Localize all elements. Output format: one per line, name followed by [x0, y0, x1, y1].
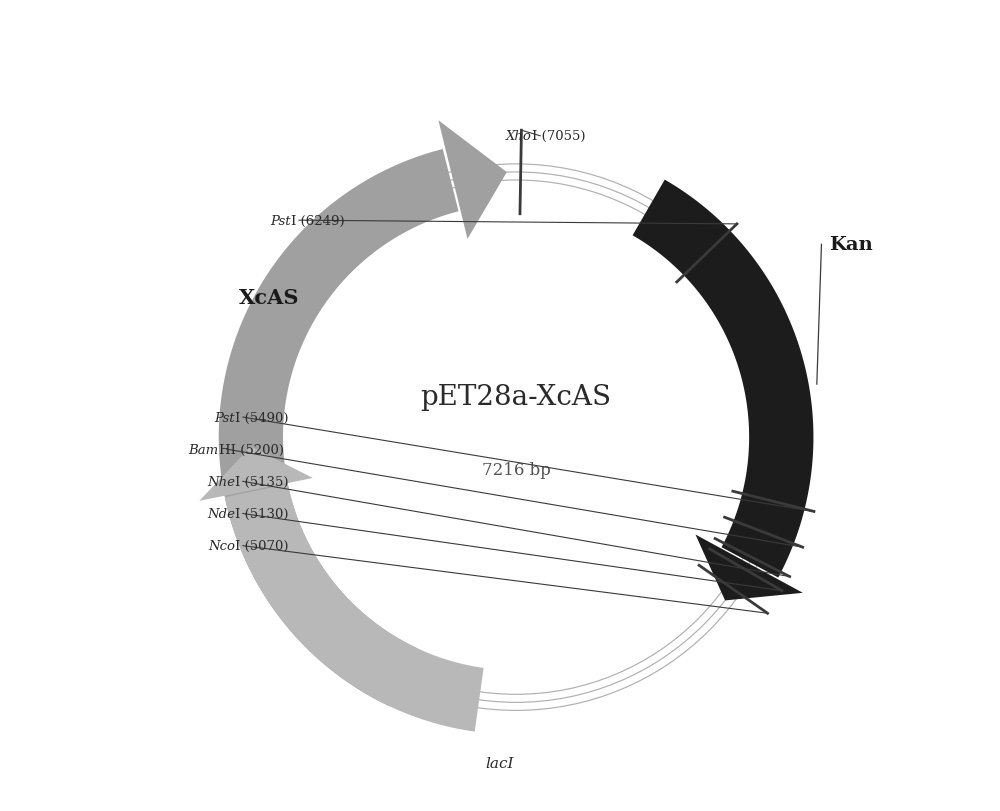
Polygon shape [199, 447, 313, 501]
Text: Pst: Pst [270, 214, 291, 227]
Polygon shape [438, 121, 507, 239]
Text: Nhe: Nhe [207, 475, 235, 488]
Text: Nco: Nco [208, 539, 235, 552]
Polygon shape [225, 484, 484, 732]
Text: 7216 bp: 7216 bp [482, 461, 551, 478]
Text: Nde: Nde [207, 508, 235, 521]
Text: I (5490): I (5490) [235, 411, 288, 424]
Text: lacI: lacI [486, 756, 514, 770]
Text: Xho: Xho [506, 130, 532, 143]
Polygon shape [695, 535, 803, 601]
Text: I (7055): I (7055) [532, 130, 586, 143]
Text: I (5130): I (5130) [235, 508, 288, 521]
Text: HI (5200): HI (5200) [219, 443, 284, 456]
Text: pET28a-XcAS: pET28a-XcAS [421, 384, 612, 411]
Text: I (5070): I (5070) [235, 539, 288, 552]
Text: I (6249): I (6249) [291, 214, 345, 227]
Text: XcAS: XcAS [239, 287, 299, 307]
Text: Kan: Kan [830, 236, 873, 254]
Polygon shape [633, 180, 813, 577]
Text: Bam: Bam [188, 443, 219, 456]
Text: I (5135): I (5135) [235, 475, 288, 488]
Polygon shape [219, 150, 459, 706]
Text: Pst: Pst [214, 411, 235, 424]
